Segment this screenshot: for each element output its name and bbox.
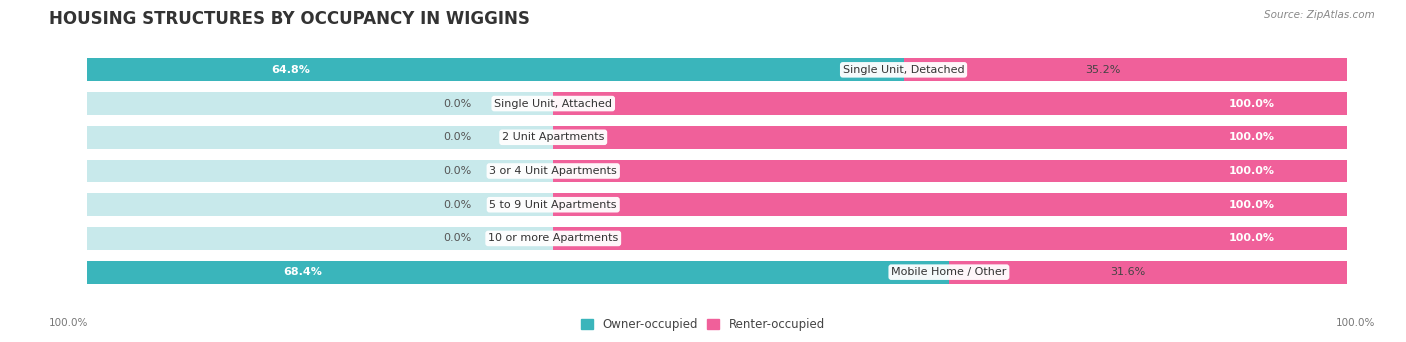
Text: 100.0%: 100.0% [1229, 166, 1275, 176]
Bar [87, 261, 949, 284]
Text: HOUSING STRUCTURES BY OCCUPANCY IN WIGGINS: HOUSING STRUCTURES BY OCCUPANCY IN WIGGI… [49, 10, 530, 28]
Text: 0.0%: 0.0% [443, 98, 471, 108]
Bar [553, 159, 1347, 183]
Bar [904, 58, 1347, 81]
Bar [87, 193, 553, 216]
Bar [87, 227, 1347, 250]
Text: 5 to 9 Unit Apartments: 5 to 9 Unit Apartments [489, 200, 617, 210]
Bar [87, 58, 1347, 81]
Text: 0.0%: 0.0% [443, 132, 471, 142]
Bar [553, 193, 1347, 216]
Text: 2 Unit Apartments: 2 Unit Apartments [502, 132, 605, 142]
Bar [87, 58, 904, 81]
Bar [87, 227, 553, 250]
Bar [87, 261, 1347, 284]
Legend: Owner-occupied, Renter-occupied: Owner-occupied, Renter-occupied [576, 314, 830, 336]
Text: 100.0%: 100.0% [49, 318, 89, 328]
Text: 0.0%: 0.0% [443, 166, 471, 176]
Bar [87, 159, 553, 183]
Text: 31.6%: 31.6% [1111, 267, 1146, 277]
Text: Mobile Home / Other: Mobile Home / Other [891, 267, 1007, 277]
Text: 100.0%: 100.0% [1336, 318, 1375, 328]
Text: 100.0%: 100.0% [1229, 200, 1275, 210]
Bar [553, 126, 1347, 149]
Text: Source: ZipAtlas.com: Source: ZipAtlas.com [1264, 10, 1375, 20]
Bar [87, 126, 553, 149]
Text: Single Unit, Attached: Single Unit, Attached [495, 98, 612, 108]
Bar [87, 193, 1347, 216]
Bar [87, 92, 1347, 115]
Bar [87, 126, 1347, 149]
Text: 68.4%: 68.4% [283, 267, 322, 277]
Bar [949, 261, 1347, 284]
Text: 10 or more Apartments: 10 or more Apartments [488, 234, 619, 244]
Text: 0.0%: 0.0% [443, 234, 471, 244]
Text: 100.0%: 100.0% [1229, 234, 1275, 244]
Text: 0.0%: 0.0% [443, 200, 471, 210]
Text: 3 or 4 Unit Apartments: 3 or 4 Unit Apartments [489, 166, 617, 176]
Text: 100.0%: 100.0% [1229, 132, 1275, 142]
Bar [87, 92, 553, 115]
Text: 100.0%: 100.0% [1229, 98, 1275, 108]
Bar [553, 92, 1347, 115]
Text: Single Unit, Detached: Single Unit, Detached [842, 65, 965, 75]
Bar [87, 159, 1347, 183]
Bar [553, 227, 1347, 250]
Text: 35.2%: 35.2% [1085, 65, 1121, 75]
Text: 64.8%: 64.8% [271, 65, 311, 75]
